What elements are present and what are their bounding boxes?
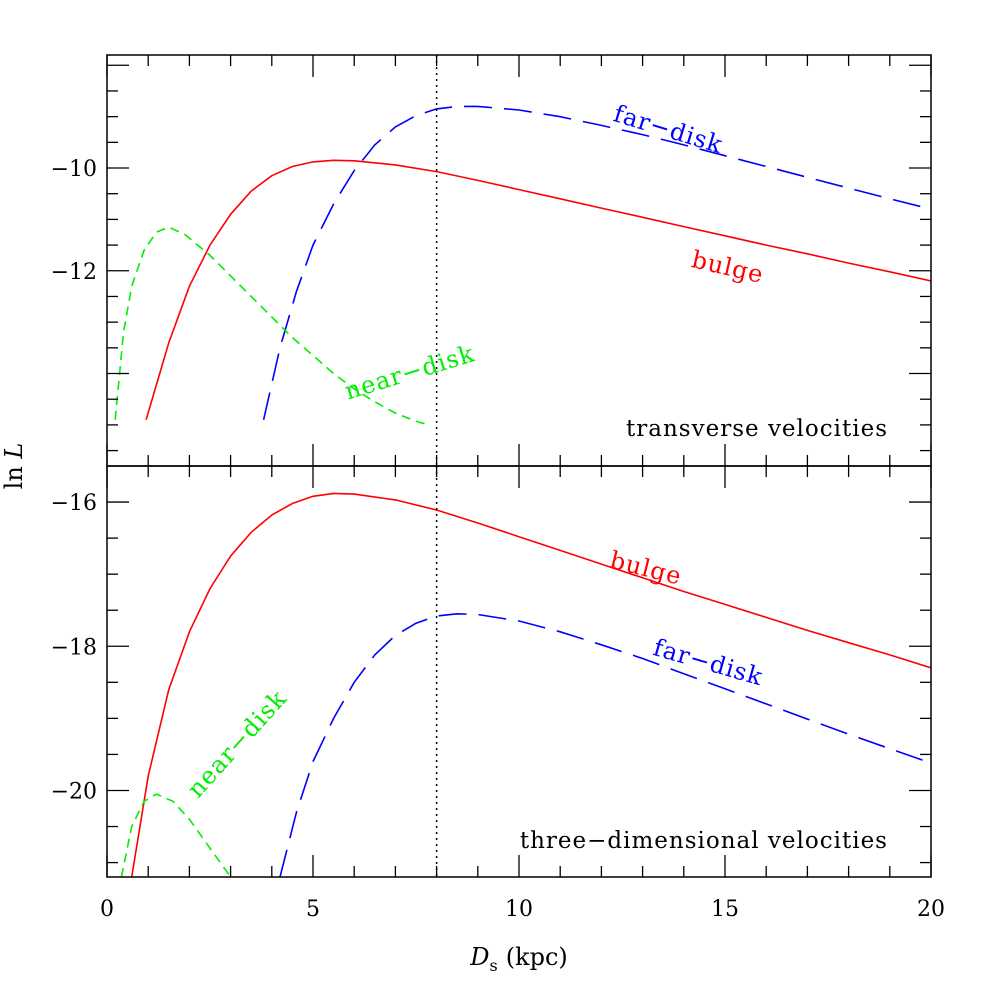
bottom-annotation-near-disk: near−disk: [182, 684, 293, 803]
curves-layer: [114, 105, 931, 877]
x-tick-label: 20: [917, 897, 945, 922]
bottom-y-tick-label: −16: [51, 491, 97, 516]
x-axis-title: Ds (kpc): [469, 943, 568, 975]
x-tick-label: 15: [711, 897, 739, 922]
top-y-tick-label: −10: [51, 157, 97, 182]
top-panel-curves: [114, 105, 931, 426]
top-y-tick-label: −12: [51, 260, 97, 285]
bottom-y-tick-label: −18: [51, 635, 97, 660]
top-series-bulge: [145, 159, 931, 421]
top-series-far-disk: [262, 105, 931, 420]
bottom-annotation-bulge: bulge: [607, 546, 685, 591]
bottom-y-tick-label: −20: [51, 779, 97, 804]
top-annotation-bulge: bulge: [689, 245, 766, 289]
bottom-panel-label: three−dimensional velocities: [520, 828, 888, 854]
bottom-panel-curves: [120, 492, 931, 877]
top-annotation-far-disk: far−disk: [610, 99, 726, 159]
bottom-series-near-disk: [120, 793, 232, 877]
bottom-series-bulge: [130, 492, 931, 877]
top-annotation-near-disk: near−disk: [341, 339, 478, 405]
x-tick-label: 10: [505, 897, 533, 922]
x-tick-label: 5: [306, 897, 320, 922]
top-panel-frame: [106, 54, 932, 467]
labels-layer: −10 −12 transverse velocities −16 −18 −20 thre…: [51, 99, 945, 922]
top-series-near-disk: [114, 226, 429, 426]
ticks-layer: [106, 55, 932, 877]
top-panel-label: transverse velocities: [626, 416, 888, 442]
x-tick-label: 0: [100, 897, 114, 922]
bottom-series-far-disk: [279, 612, 931, 877]
bottom-panel-frame: [106, 465, 932, 878]
y-axis-title: ln L: [0, 443, 28, 490]
